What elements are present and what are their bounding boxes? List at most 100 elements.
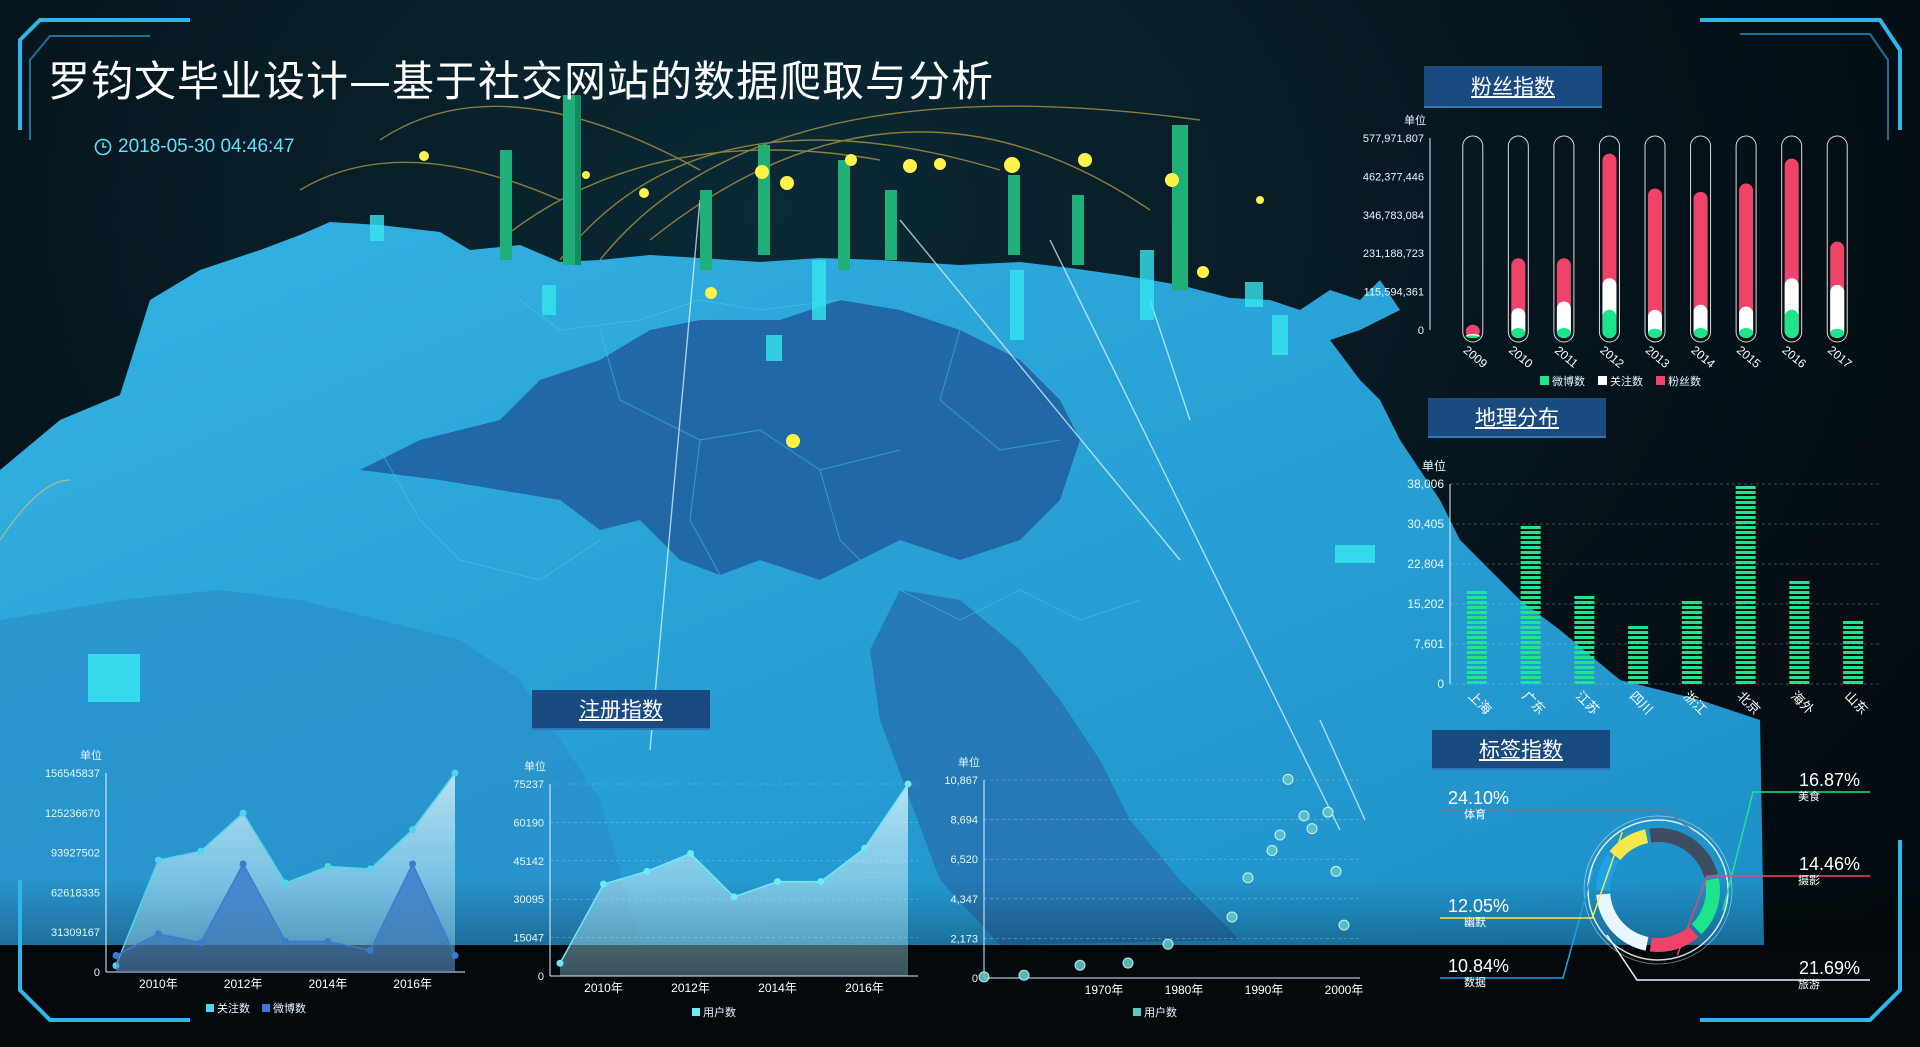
geo-bar-stripe <box>1843 626 1864 629</box>
x-tick-label: 1990年 <box>1245 983 1284 997</box>
scatter-point <box>978 971 990 983</box>
geo-bar-stripe <box>1735 616 1756 619</box>
point-关注数 <box>366 865 374 873</box>
point-用户数 <box>904 780 912 788</box>
map-province-central <box>360 300 1080 580</box>
slice-label: 幽默 <box>1464 916 1486 929</box>
donut-slice-体育 <box>1649 828 1718 878</box>
leader-line <box>1606 934 1870 981</box>
geo-bar-stripe <box>1628 651 1649 654</box>
y-tick-label: 15047 <box>513 933 544 945</box>
x-tick-label: 2013 <box>1643 343 1673 371</box>
geo-bar-stripe <box>1628 676 1649 679</box>
geo-panel-label: 地理分布 <box>1428 398 1606 438</box>
point-用户数 <box>817 878 825 886</box>
geo-bar-stripe <box>1735 626 1756 629</box>
bar-capsule-outline <box>1735 135 1757 343</box>
geo-bar-stripe <box>1789 586 1810 589</box>
geo-bar <box>1520 526 1541 684</box>
geo-bar-stripe <box>1628 671 1649 674</box>
point-用户数 <box>730 893 738 901</box>
bar-capsule-outline <box>1826 135 1848 343</box>
geo-bar-stripe <box>1681 646 1702 649</box>
legend-swatch <box>206 1004 214 1012</box>
geo-bar-stripe <box>1520 611 1541 614</box>
geo-bar <box>1574 596 1595 684</box>
point-关注数 <box>239 809 247 817</box>
geo-bar-stripe <box>1628 681 1649 684</box>
x-tick-label: 2016 <box>1780 343 1810 371</box>
geo-bar-stripe <box>1681 671 1702 674</box>
leader-line <box>1676 875 1870 956</box>
scatter-point <box>1274 829 1286 841</box>
geo-bar-stripe <box>1789 616 1810 619</box>
x-tick-label: 2014 <box>1688 343 1718 371</box>
geo-bar-stripe <box>1520 631 1541 634</box>
geo-bar-stripe <box>1789 626 1810 629</box>
geo-bar-stripe <box>1789 666 1810 669</box>
donut-outer-ring-2 <box>1583 815 1733 965</box>
point-关注数 <box>324 862 332 870</box>
geo-bar-stripe <box>1735 501 1756 504</box>
geo-bar-stripe <box>1681 661 1702 664</box>
geo-bar-stripe <box>1735 531 1756 534</box>
bar-capsule-outline <box>1507 135 1529 343</box>
geo-bar-stripe <box>1520 531 1541 534</box>
geo-bar-stripe <box>1466 621 1487 624</box>
geo-bar-stripe <box>1735 486 1756 489</box>
geo-bar-stripe <box>1789 631 1810 634</box>
geo-bar-stripe <box>1843 646 1864 649</box>
y-tick-label: 346,783,084 <box>1363 210 1424 222</box>
y-tick-label: 45142 <box>513 856 544 868</box>
point-微博数 <box>112 951 120 959</box>
geo-bar-stripe <box>1735 566 1756 569</box>
x-tick-label: 北京 <box>1734 688 1763 717</box>
geo-bar-stripe <box>1735 631 1756 634</box>
y-tick-label: 0 <box>94 967 100 979</box>
geo-bar-stripe <box>1466 656 1487 659</box>
geo-bar-stripe <box>1520 526 1541 529</box>
geo-bar-stripe <box>1574 651 1595 654</box>
geo-bar-stripe <box>1520 541 1541 544</box>
legend-label: 微博数 <box>1552 374 1585 388</box>
geo-bar-stripe <box>1681 681 1702 684</box>
x-tick-label: 2017 <box>1825 343 1855 371</box>
x-tick-label: 2012年 <box>671 981 710 995</box>
geo-bar-stripe <box>1466 681 1487 684</box>
geo-bar-stripe <box>1681 636 1702 639</box>
point-用户数 <box>687 850 694 858</box>
follow-weibo-chart: 单位 156545837 125236670 93927502 62618335 3130… <box>45 748 465 1015</box>
geo-bar-stripe <box>1466 631 1487 634</box>
geo-bar-stripe <box>1520 651 1541 654</box>
point-用户数 <box>643 867 651 875</box>
geo-bar-stripe <box>1628 631 1649 634</box>
geo-bar-stripe <box>1789 656 1810 659</box>
geo-bar-stripe <box>1520 561 1541 564</box>
geo-bar-stripe <box>1735 526 1756 529</box>
x-tick-label: 2010年 <box>584 981 623 995</box>
y-tick-label: 38,006 <box>1407 477 1444 491</box>
geo-bar-stripe <box>1843 636 1864 639</box>
scatter-point <box>1226 911 1238 923</box>
geo-bar-stripe <box>1628 641 1649 644</box>
y-tick-label: 0 <box>538 971 544 983</box>
geo-bar-stripe <box>1735 576 1756 579</box>
geo-bar-stripe <box>1466 641 1487 644</box>
x-tick-label: 2016年 <box>845 981 884 995</box>
bar-微博数 <box>1511 328 1526 338</box>
bar-微博数 <box>1784 309 1799 338</box>
geo-bar-stripe <box>1574 626 1595 629</box>
geo-bar-stripe <box>1681 616 1702 619</box>
geo-bar-stripe <box>1843 666 1864 669</box>
geo-bar-stripe <box>1681 666 1702 669</box>
geo-bar-stripe <box>1520 551 1541 554</box>
x-tick-label: 2015 <box>1734 343 1764 371</box>
geo-bar-stripe <box>1520 536 1541 539</box>
bar-粉丝数 <box>1739 183 1754 338</box>
leader-line <box>1440 809 1696 834</box>
geo-bar-stripe <box>1789 671 1810 674</box>
geo-bar-stripe <box>1520 661 1541 664</box>
geo-bar-stripe <box>1789 596 1810 599</box>
y-axis-unit-label: 单位 <box>958 755 980 769</box>
